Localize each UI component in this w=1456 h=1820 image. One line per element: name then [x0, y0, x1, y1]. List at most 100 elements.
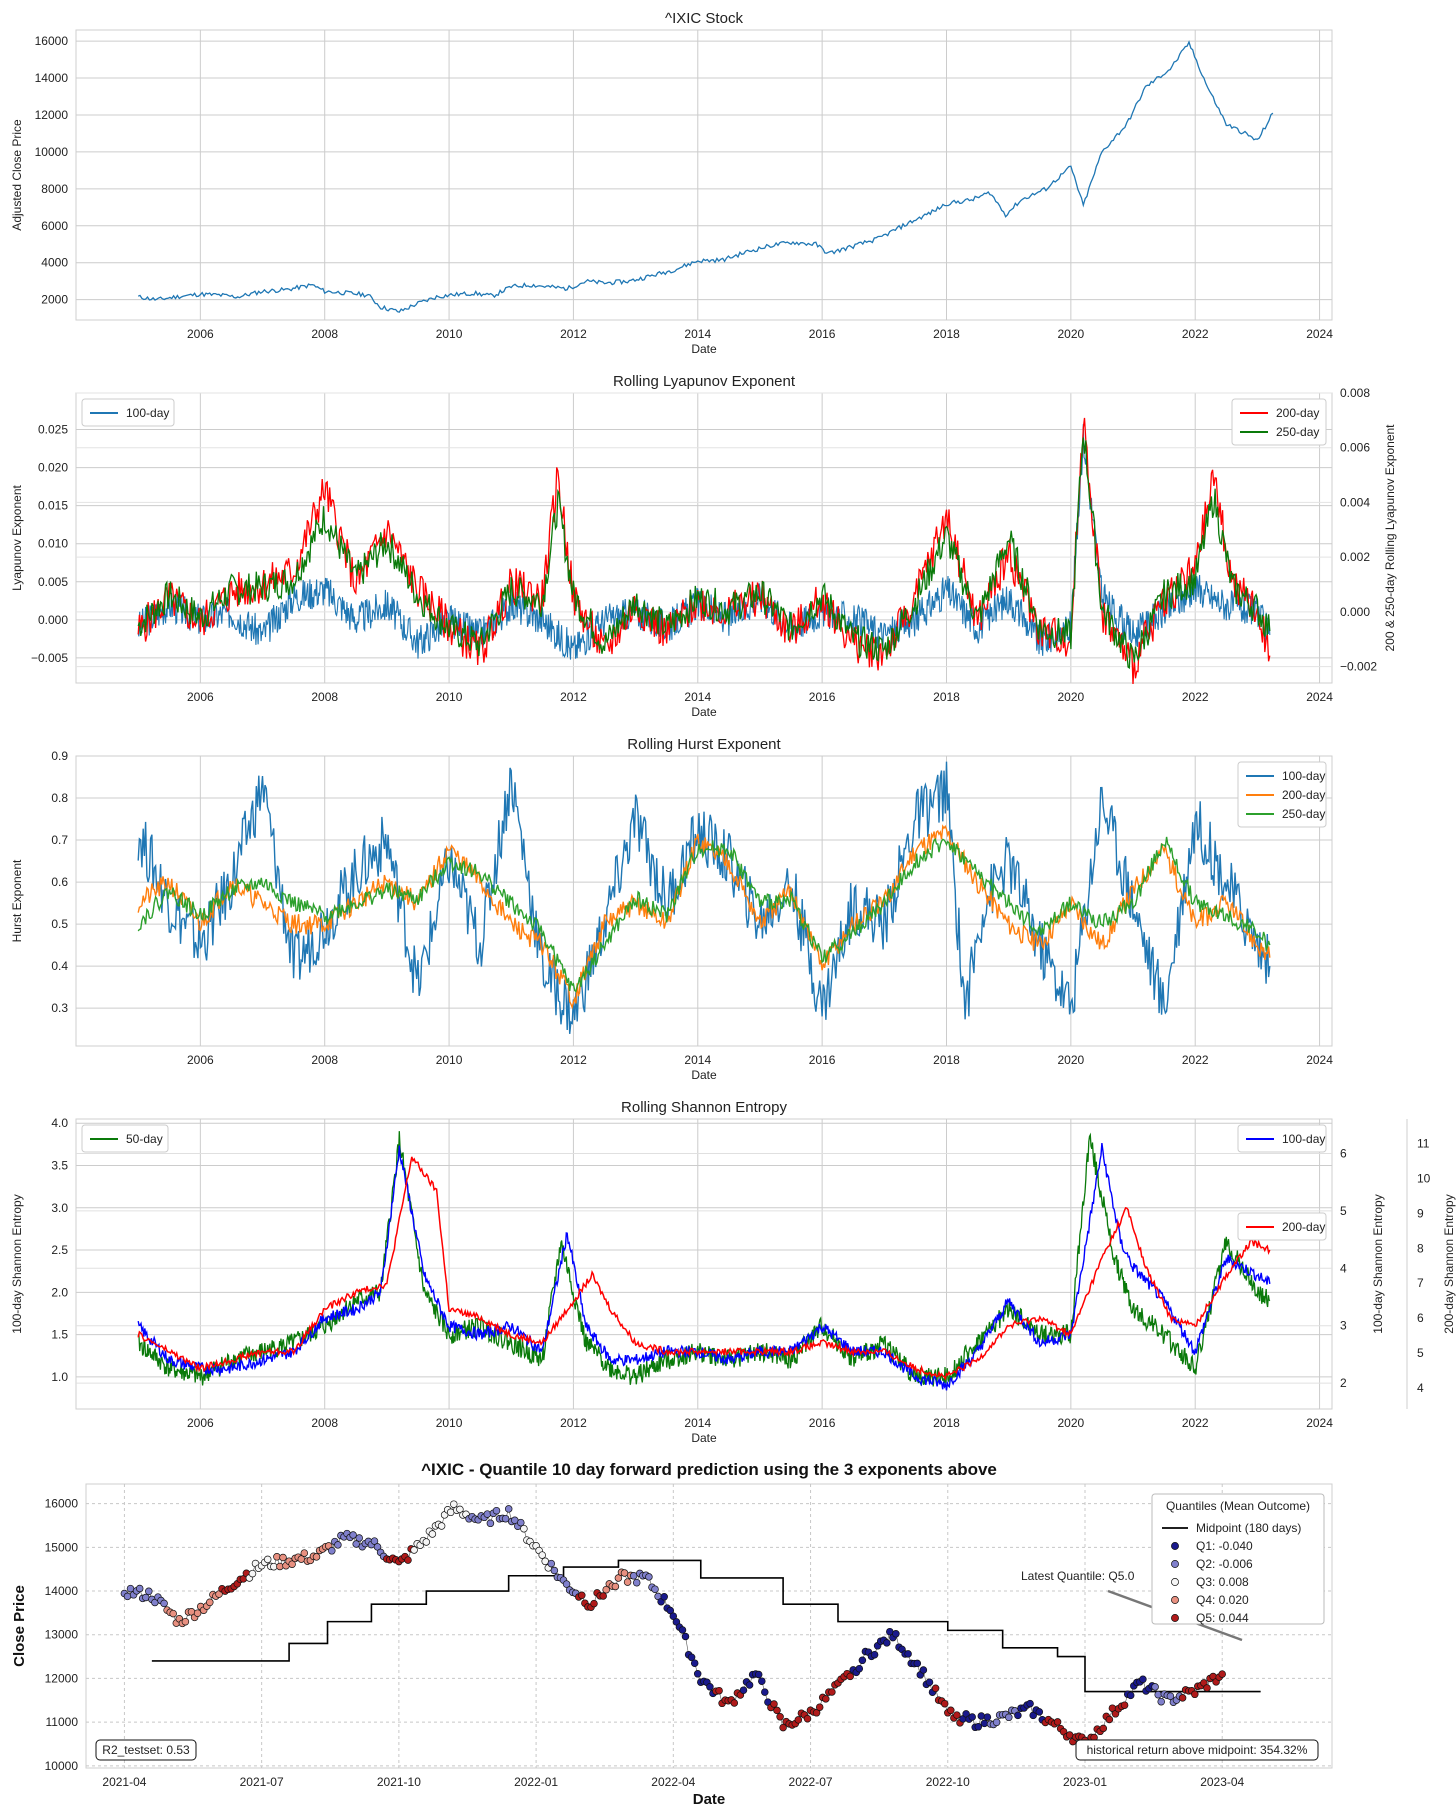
quantile-point-q1 — [904, 1650, 912, 1658]
quantile-y-tick-label: 16000 — [45, 1497, 79, 1511]
quantile-point-q2 — [562, 1580, 571, 1588]
hurst-y-tick-label: 0.6 — [51, 875, 68, 889]
quantile-legend-label: Q1: -0.040 — [1196, 1539, 1253, 1553]
quantile-point-q1 — [1035, 1708, 1044, 1716]
quantile-point-q5 — [590, 1599, 598, 1608]
quantile-point-q1 — [883, 1639, 891, 1647]
quantile-point-q3 — [437, 1522, 446, 1530]
quantile-point-q3 — [520, 1524, 528, 1533]
quantile-point-q2 — [483, 1510, 492, 1518]
quantile-point-q1 — [706, 1683, 714, 1691]
quantile-point-q2 — [486, 1519, 495, 1528]
price-x-tick-label: 2006 — [187, 327, 214, 341]
quantile-point-q3 — [263, 1555, 272, 1564]
quantile-point-q1 — [687, 1653, 696, 1662]
shannon-y-axis-label: 100-day Shannon Entropy — [10, 1194, 24, 1333]
quantile-point-q5 — [846, 1672, 854, 1681]
quantile-point-q2 — [632, 1578, 641, 1587]
hurst-legend — [1237, 761, 1327, 828]
price-x-tick-label: 2012 — [560, 327, 587, 341]
quantile-point-q1 — [681, 1632, 690, 1641]
price-x-axis-label: Date — [691, 342, 717, 356]
quantile-point-q5 — [815, 1703, 824, 1711]
quantile-point-q5 — [1099, 1724, 1108, 1733]
quantile-y-tick-label: 13000 — [45, 1628, 79, 1642]
quantile-point-q2 — [504, 1505, 513, 1513]
quantile-point-q1 — [974, 1723, 983, 1731]
quantile-point-q2 — [547, 1559, 556, 1568]
quantile-return-box — [1075, 1739, 1319, 1761]
quantile-r2-text: R2_testset: 0.53 — [102, 1743, 190, 1757]
hurst-x-tick-label: 2016 — [809, 1053, 836, 1067]
quantile-point-q5 — [1178, 1694, 1187, 1702]
lyapunov-x-tick-label: 2014 — [684, 690, 711, 704]
shannon-x-tick-label: 2018 — [933, 1416, 960, 1430]
hurst-series-250-day — [137, 836, 1271, 993]
lyapunov-y-right-tick-label: −0.002 — [1340, 660, 1377, 674]
quantile-point-q2 — [349, 1531, 357, 1539]
shannon-a-legend-label: 50-day — [126, 1132, 163, 1146]
shannon-x-tick-label: 2024 — [1306, 1416, 1333, 1430]
quantile-point-q2 — [550, 1566, 559, 1575]
quantile-point-q4 — [193, 1609, 202, 1617]
shannon-y-tick-label: 3.5 — [51, 1159, 68, 1173]
quantile-point-q1 — [1026, 1699, 1034, 1708]
lyapunov-x-tick-label: 2008 — [311, 690, 338, 704]
quantile-point-q1 — [913, 1659, 922, 1668]
shannon-y-right2-axis-label: 200-day Shannon Entropy — [1442, 1194, 1456, 1333]
shannon-chart-panel: 2006 2008 2010 2012 2014 2016 2018 2020 2022 2024… — [0, 1089, 1456, 1451]
hurst-x-tick-label: 2012 — [560, 1053, 587, 1067]
price-x-tick-label: 2018 — [933, 327, 960, 341]
quantile-point-q4 — [614, 1574, 623, 1582]
hurst-legend-label: 200-day — [1282, 788, 1325, 802]
shannon-y-tick-label: 2.5 — [51, 1243, 68, 1257]
quantile-legend-swatch-q5 — [1171, 1614, 1179, 1622]
price-x-tick-label: 2022 — [1182, 327, 1209, 341]
quantile-point-q1 — [739, 1686, 748, 1694]
quantile-point-q4 — [181, 1617, 190, 1626]
quantile-x-tick-label: 2021-07 — [240, 1775, 284, 1789]
quantile-point-q5 — [578, 1591, 586, 1600]
shannon-c-legend — [1237, 1212, 1327, 1241]
quantile-chart-panel: 2021-04 2021-07 2021-10 2022-01 2022-04 2022-… — [0, 1454, 1456, 1820]
quantile-point-q1 — [761, 1688, 769, 1696]
lyapunov-y-right-tick-label: 0.002 — [1340, 550, 1370, 564]
quantile-point-q3 — [248, 1569, 257, 1578]
price-title: ^IXIC Stock — [665, 10, 743, 27]
hurst-legend-label: 100-day — [1282, 769, 1325, 783]
quantile-point-q4 — [611, 1582, 620, 1591]
quantile-legend-title: Quantiles (Mean Outcome) — [1166, 1499, 1310, 1513]
quantile-point-q5 — [779, 1723, 787, 1732]
quantile-point-q4 — [288, 1560, 296, 1568]
quantile-point-q2 — [160, 1599, 168, 1608]
quantile-point-q1 — [693, 1670, 702, 1678]
lyapunov-y-right-axis-label: 200 & 250-day Rolling Lyapunov Exponent — [1383, 424, 1397, 652]
quantile-legend-swatch-q4 — [1171, 1596, 1179, 1604]
quantile-y-axis-label: Close Price — [11, 1585, 28, 1667]
quantile-point-q2 — [1154, 1690, 1162, 1699]
quantile-point-q1 — [980, 1719, 989, 1728]
quantile-point-q5 — [1191, 1690, 1199, 1699]
hurst-x-tick-label: 2010 — [436, 1053, 463, 1067]
quantile-point-q1 — [660, 1593, 668, 1601]
quantile-point-q1 — [758, 1677, 766, 1685]
hurst-legend-label: 250-day — [1282, 807, 1325, 821]
lyapunov-x-tick-label: 2020 — [1057, 690, 1084, 704]
quantile-midpoint-line — [151, 1559, 1261, 1693]
quantile-point-q2 — [645, 1573, 653, 1581]
lyapunov-x-tick-label: 2010 — [436, 690, 463, 704]
shannon-x-tick-label: 2012 — [560, 1416, 587, 1430]
quantile-point-q1 — [1139, 1675, 1147, 1684]
shannon-y-tick-label: 1.5 — [51, 1328, 68, 1342]
quantile-point-q5 — [953, 1711, 961, 1719]
shannon-b-legend — [1237, 1124, 1327, 1153]
quantile-point-q5 — [773, 1706, 781, 1715]
lyapunov-y-tick-label: 0.005 — [38, 575, 68, 589]
quantile-point-q4 — [276, 1562, 284, 1571]
quantile-point-q1 — [1126, 1691, 1135, 1700]
lyapunov-series-200-day — [137, 417, 1271, 685]
quantile-point-q2 — [1005, 1713, 1013, 1722]
quantile-legend-label: Midpoint (180 days) — [1196, 1521, 1301, 1535]
quantile-x-tick-label: 2022-07 — [789, 1775, 833, 1789]
quantile-point-q2 — [651, 1585, 659, 1593]
